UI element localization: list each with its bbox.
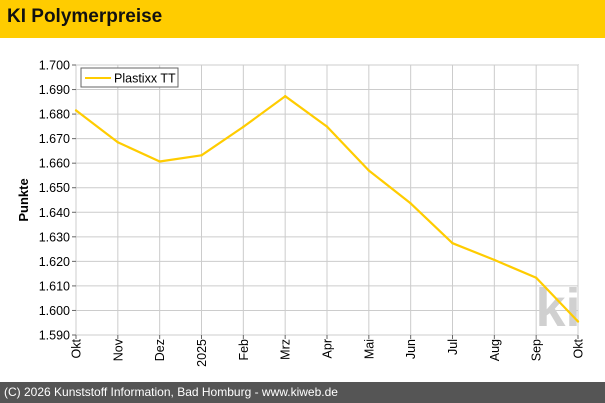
y-tick-label: 1.600 [39,304,70,318]
data-point [200,154,203,157]
data-point [158,160,161,163]
x-tick-label: Dez [153,339,167,361]
x-tick-label: Okt [572,338,586,358]
y-tick-label: 1.650 [39,181,70,195]
data-point [576,320,580,323]
x-tick-label: Mrz [279,339,293,360]
legend-label: Plastixx TT [114,72,176,86]
y-tick-label: 1.640 [39,206,70,220]
x-tick-label: Aug [488,339,502,361]
data-point [493,258,496,262]
legend-box [80,67,179,88]
x-tick-label: 2025 [195,339,209,367]
watermark-text: ki [535,278,580,338]
header-bar: KI Polymerpreise [0,0,605,38]
x-tick-label: Feb [237,339,251,361]
x-tick-label: Nov [111,338,125,361]
x-tick-label: Jun [404,339,418,359]
legend: Plastixx TT [80,67,179,88]
y-tick-label: 1.670 [39,132,70,146]
data-point [451,242,454,245]
y-tick-label: 1.660 [39,157,70,171]
y-tick-label: 1.630 [39,230,70,244]
y-axis-label: Punkte [16,178,31,221]
y-tick-label: 1.610 [39,279,70,293]
y-tick-label: 1.690 [39,83,70,97]
data-point [116,141,120,144]
price-chart: ki 1.5901.6001.6101.6201.6301.6401.6501.… [16,59,586,367]
data-point [242,125,245,129]
x-tick-label: Sep [530,339,544,361]
data-point [325,125,329,128]
footer-bar: (C) 2026 Kunststoff Information, Bad Hom… [0,382,605,403]
x-axis-ticks: Okt Nov Dez 2025 Feb Mrz Apr Mai Jun Jul Aug Sep Okt [70,335,586,367]
x-tick-label: Okt [70,338,84,358]
copyright-text: (C) 2026 Kunststoff Information, Bad Hom… [4,385,338,399]
x-tick-label: Apr [321,339,335,358]
y-tick-label: 1.700 [39,59,70,73]
data-point [409,202,412,205]
y-axis-ticks: 1.590 1.600 1.610 1.620 1.630 1.640 1.650 1.660… [39,59,76,343]
y-tick-label: 1.680 [39,108,70,122]
watermark-logo: ki [535,278,580,338]
x-tick-label: Mai [362,339,376,359]
y-tick-label: 1.620 [39,255,70,269]
y-tick-label: 1.590 [39,329,70,343]
data-point [367,169,371,172]
x-tick-label: Jul [446,339,460,355]
data-point [534,276,538,280]
series-lines [74,94,580,323]
data-point [283,94,287,98]
page-title: KI Polymerpreise [7,6,163,27]
data-point [74,109,78,112]
